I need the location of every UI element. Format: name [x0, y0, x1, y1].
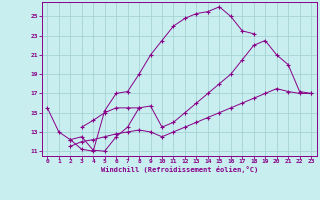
X-axis label: Windchill (Refroidissement éolien,°C): Windchill (Refroidissement éolien,°C): [100, 166, 258, 173]
